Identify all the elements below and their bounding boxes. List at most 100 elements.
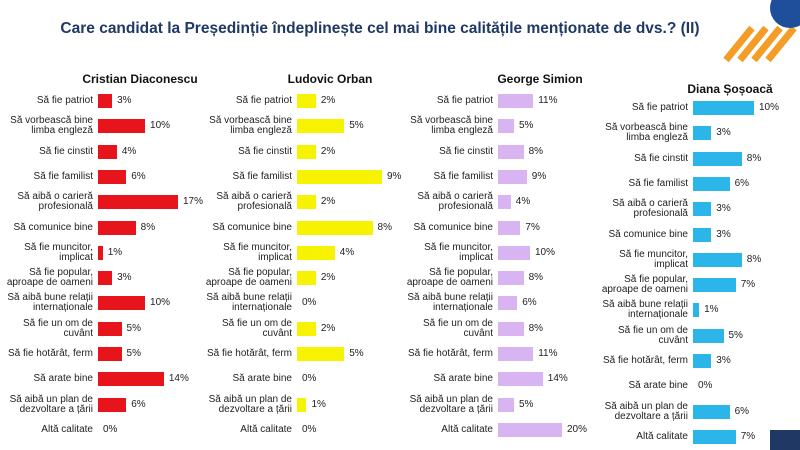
category-label: Altă calitate [441,423,493,435]
bar [498,119,514,134]
value-label: 8% [528,145,544,157]
bar [98,220,136,235]
category-label: Să fie un om de cuvânt [617,324,688,346]
bar [297,119,345,134]
value-label: 11% [538,348,558,359]
value-label: 1% [107,246,123,258]
category-label: Să fie popular, aproape de oameni [406,267,493,289]
bar [98,372,164,387]
category-label: Să fie hotărât, ferm [7,348,93,359]
category-label: Să aibă o carieră profesională [417,191,493,213]
value-label: 8% [140,221,156,233]
category-label: Să fie popular, aproape de oameni [205,267,292,289]
category-label: Să aibă bune relații internaționale [602,299,688,321]
value-label: 2% [320,145,336,157]
value-label: 0% [698,380,713,392]
bar [297,397,307,412]
bar [693,303,700,318]
value-label: 3% [716,228,731,240]
bar [693,252,742,267]
value-label: 6% [734,405,750,417]
value-label: 6% [734,177,750,189]
value-label: 10% [535,246,556,258]
value-label: 2% [320,322,336,334]
bar [98,296,146,311]
value-label: 20% [567,423,588,435]
value-label: 7% [740,279,756,291]
value-label: 5% [519,120,534,132]
bar [297,94,316,108]
value-label: 6% [131,170,146,182]
bar [693,202,712,217]
value-label: 8% [528,322,544,334]
category-label: Să arate bine [433,373,494,385]
bar [98,397,127,412]
value-label: 5% [126,322,141,334]
bar [98,119,146,134]
value-label: 6% [522,297,537,309]
bar [498,397,514,412]
category-label: Să aibă bune relații internaționale [407,292,493,314]
category-label: Să fie patriot [36,95,93,106]
category-label: Să fie popular, aproape de oameni [601,274,688,296]
category-label: Să comunice bine [212,221,293,233]
bar [498,94,534,108]
value-label: 0% [302,423,317,435]
bar [693,151,742,166]
category-label: Să fie patriot [631,102,688,113]
panel-title: Cristian Diaconescu [82,72,198,86]
category-label: Să fie cinstit [39,145,93,157]
category-label: Să fie cinstit [238,145,292,157]
category-label: Să fie hotărât, ferm [206,348,292,359]
category-label: Să fie cinstit [634,152,688,164]
value-label: 1% [311,398,326,410]
value-label: 8% [746,253,762,265]
bar [98,347,122,361]
category-label: Să comunice bine [413,221,494,233]
category-label: Să fie familist [628,177,688,189]
bar [297,347,345,361]
value-label: 10% [150,297,171,309]
bar [693,227,712,242]
bar [98,169,127,184]
value-label: 2% [320,95,336,106]
bar [498,271,524,286]
category-label: Să vorbească bine limba engleză [10,115,93,137]
bar [297,169,382,184]
value-label: 10% [759,102,780,113]
category-label: Să aibă bune relații internaționale [7,292,93,314]
value-label: 4% [121,145,137,157]
value-label: 1% [704,304,719,316]
bar [98,245,103,260]
bar [297,220,373,235]
value-label: 0% [302,373,317,385]
category-label: Să vorbească bine limba engleză [209,115,292,137]
category-label: Să aibă un plan de dezvoltare a țării [208,393,292,415]
bar [693,101,754,115]
value-label: 8% [746,152,762,164]
bar [98,321,122,336]
value-label: 3% [716,355,731,366]
bar [297,144,316,159]
category-label: Să aibă un plan de dezvoltare a țării [604,400,688,422]
value-label: 8% [528,272,544,284]
category-label: Să vorbească bine limba engleză [410,115,493,137]
value-label: 5% [126,348,141,359]
value-label: 14% [547,373,568,385]
category-label: Altă calitate [240,423,292,435]
bar [693,176,730,191]
category-label: Să fie muncitor, implicat [24,241,93,263]
bar [498,245,530,260]
category-label: Să fie patriot [235,95,292,106]
category-label: Să fie patriot [436,95,493,106]
value-label: 3% [117,272,132,284]
category-label: Să fie familist [433,170,493,182]
bar [498,347,534,361]
bar [693,328,724,343]
category-label: Să fie un om de cuvânt [422,317,493,339]
bar [98,94,113,108]
value-label: 11% [538,95,558,106]
category-label: Să aibă o carieră profesională [17,191,93,213]
bar [297,245,335,260]
